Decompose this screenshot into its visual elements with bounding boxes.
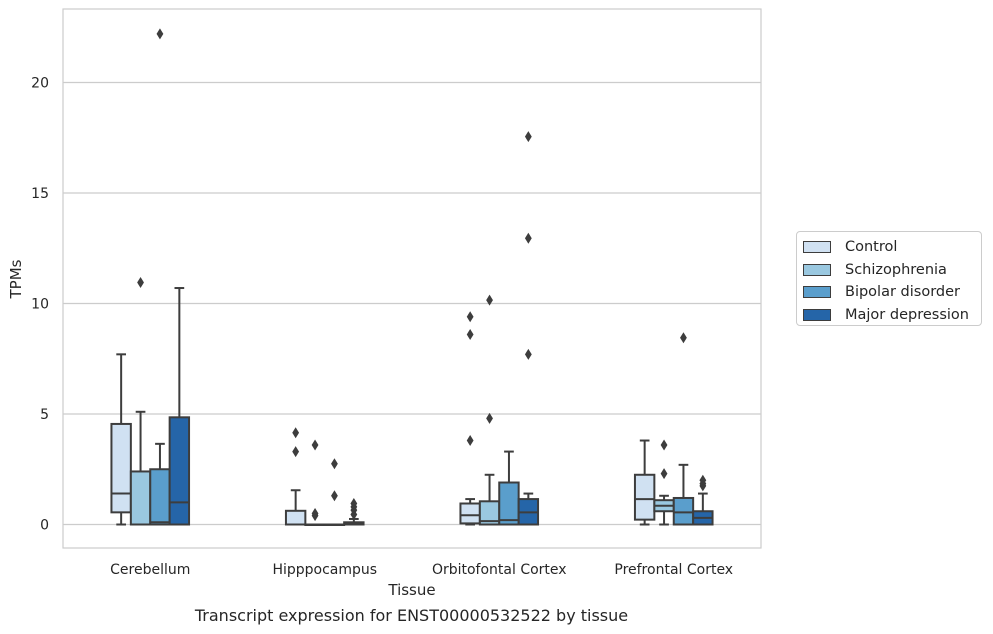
plot-frame — [62, 8, 762, 549]
y-tick-label: 5 — [40, 407, 49, 423]
legend-swatch — [803, 241, 831, 254]
legend: Control Schizophrenia Bipolar disorder Majo… — [796, 231, 982, 326]
outlier-point — [311, 507, 319, 519]
outlier-point — [292, 427, 300, 439]
y-tick-label: 15 — [31, 186, 49, 202]
box-2-3 — [517, 131, 540, 526]
x-tick-label: Hipppocampus — [272, 562, 377, 578]
box-0-0 — [110, 353, 132, 526]
outlier-point — [524, 131, 532, 143]
chart-caption: Transcript expression for ENST0000053252… — [194, 606, 629, 625]
box-1-3 — [343, 498, 365, 526]
x-tick-label: Cerebellum — [110, 562, 190, 578]
outlier-point — [292, 446, 300, 458]
box-3-0 — [633, 439, 656, 526]
y-tick-label: 0 — [40, 518, 49, 534]
box-iqr — [498, 481, 520, 526]
legend-label: Control — [845, 239, 898, 256]
legend-label: Schizophrenia — [845, 261, 947, 278]
box-1-0 — [284, 427, 307, 526]
outlier-point — [699, 474, 707, 486]
legend-label: Major depression — [845, 306, 969, 323]
box-iqr — [129, 470, 152, 526]
box-iqr — [284, 509, 307, 526]
box-2-0 — [459, 311, 481, 526]
x-tick-label: Orbitofontal Cortex — [432, 562, 567, 578]
outlier-point — [524, 348, 532, 360]
box-0-1 — [129, 277, 152, 526]
outlier-point — [680, 332, 687, 344]
x-tick-label: Prefrontal Cortex — [614, 562, 733, 578]
outlier-point — [660, 468, 668, 480]
legend-swatch — [803, 286, 831, 299]
box-iqr — [633, 473, 656, 521]
box-iqr — [168, 416, 191, 526]
box-2-1 — [478, 294, 501, 526]
boxes — [110, 28, 714, 526]
outlier-point — [156, 28, 164, 40]
box-0-3 — [168, 287, 191, 526]
box-2-2 — [498, 450, 520, 526]
outlier-point — [524, 232, 532, 244]
y-tick-label: 20 — [31, 76, 49, 92]
x-tick-labels: Cerebellum Hipppocampus Orbitofontal Corte… — [110, 562, 733, 578]
legend-swatch — [803, 308, 831, 321]
outlier-point — [350, 498, 358, 510]
box-iqr — [459, 502, 481, 525]
legend-item: Schizophrenia — [803, 259, 981, 282]
outlier-point — [486, 294, 493, 306]
legend-item: Control — [803, 236, 981, 259]
y-tick-labels: 0 5 10 15 20 — [31, 76, 49, 534]
outlier-point — [486, 412, 493, 424]
box-iqr — [672, 496, 695, 526]
outlier-point — [137, 277, 144, 289]
box-iqr — [149, 468, 171, 526]
outlier-point — [331, 490, 338, 502]
legend-item: Major depression — [803, 304, 981, 327]
x-axis-label: Tissue — [387, 581, 435, 599]
legend-label: Bipolar disorder — [845, 284, 960, 301]
outlier-point — [466, 311, 474, 323]
outlier-point — [331, 458, 338, 470]
outlier-point — [311, 439, 319, 451]
box-0-2 — [149, 28, 171, 526]
y-axis-label: TPMs — [7, 259, 25, 299]
legend-swatch — [803, 263, 831, 276]
plot-area — [63, 9, 761, 548]
box-1-1 — [304, 439, 326, 526]
y-tick-label: 10 — [31, 297, 49, 313]
legend-item: Bipolar disorder — [803, 281, 981, 304]
box-iqr — [110, 422, 132, 514]
box-3-2 — [672, 332, 695, 526]
outlier-point — [660, 439, 668, 451]
outlier-point — [466, 328, 474, 340]
box-3-3 — [692, 474, 714, 526]
outlier-point — [466, 435, 474, 447]
